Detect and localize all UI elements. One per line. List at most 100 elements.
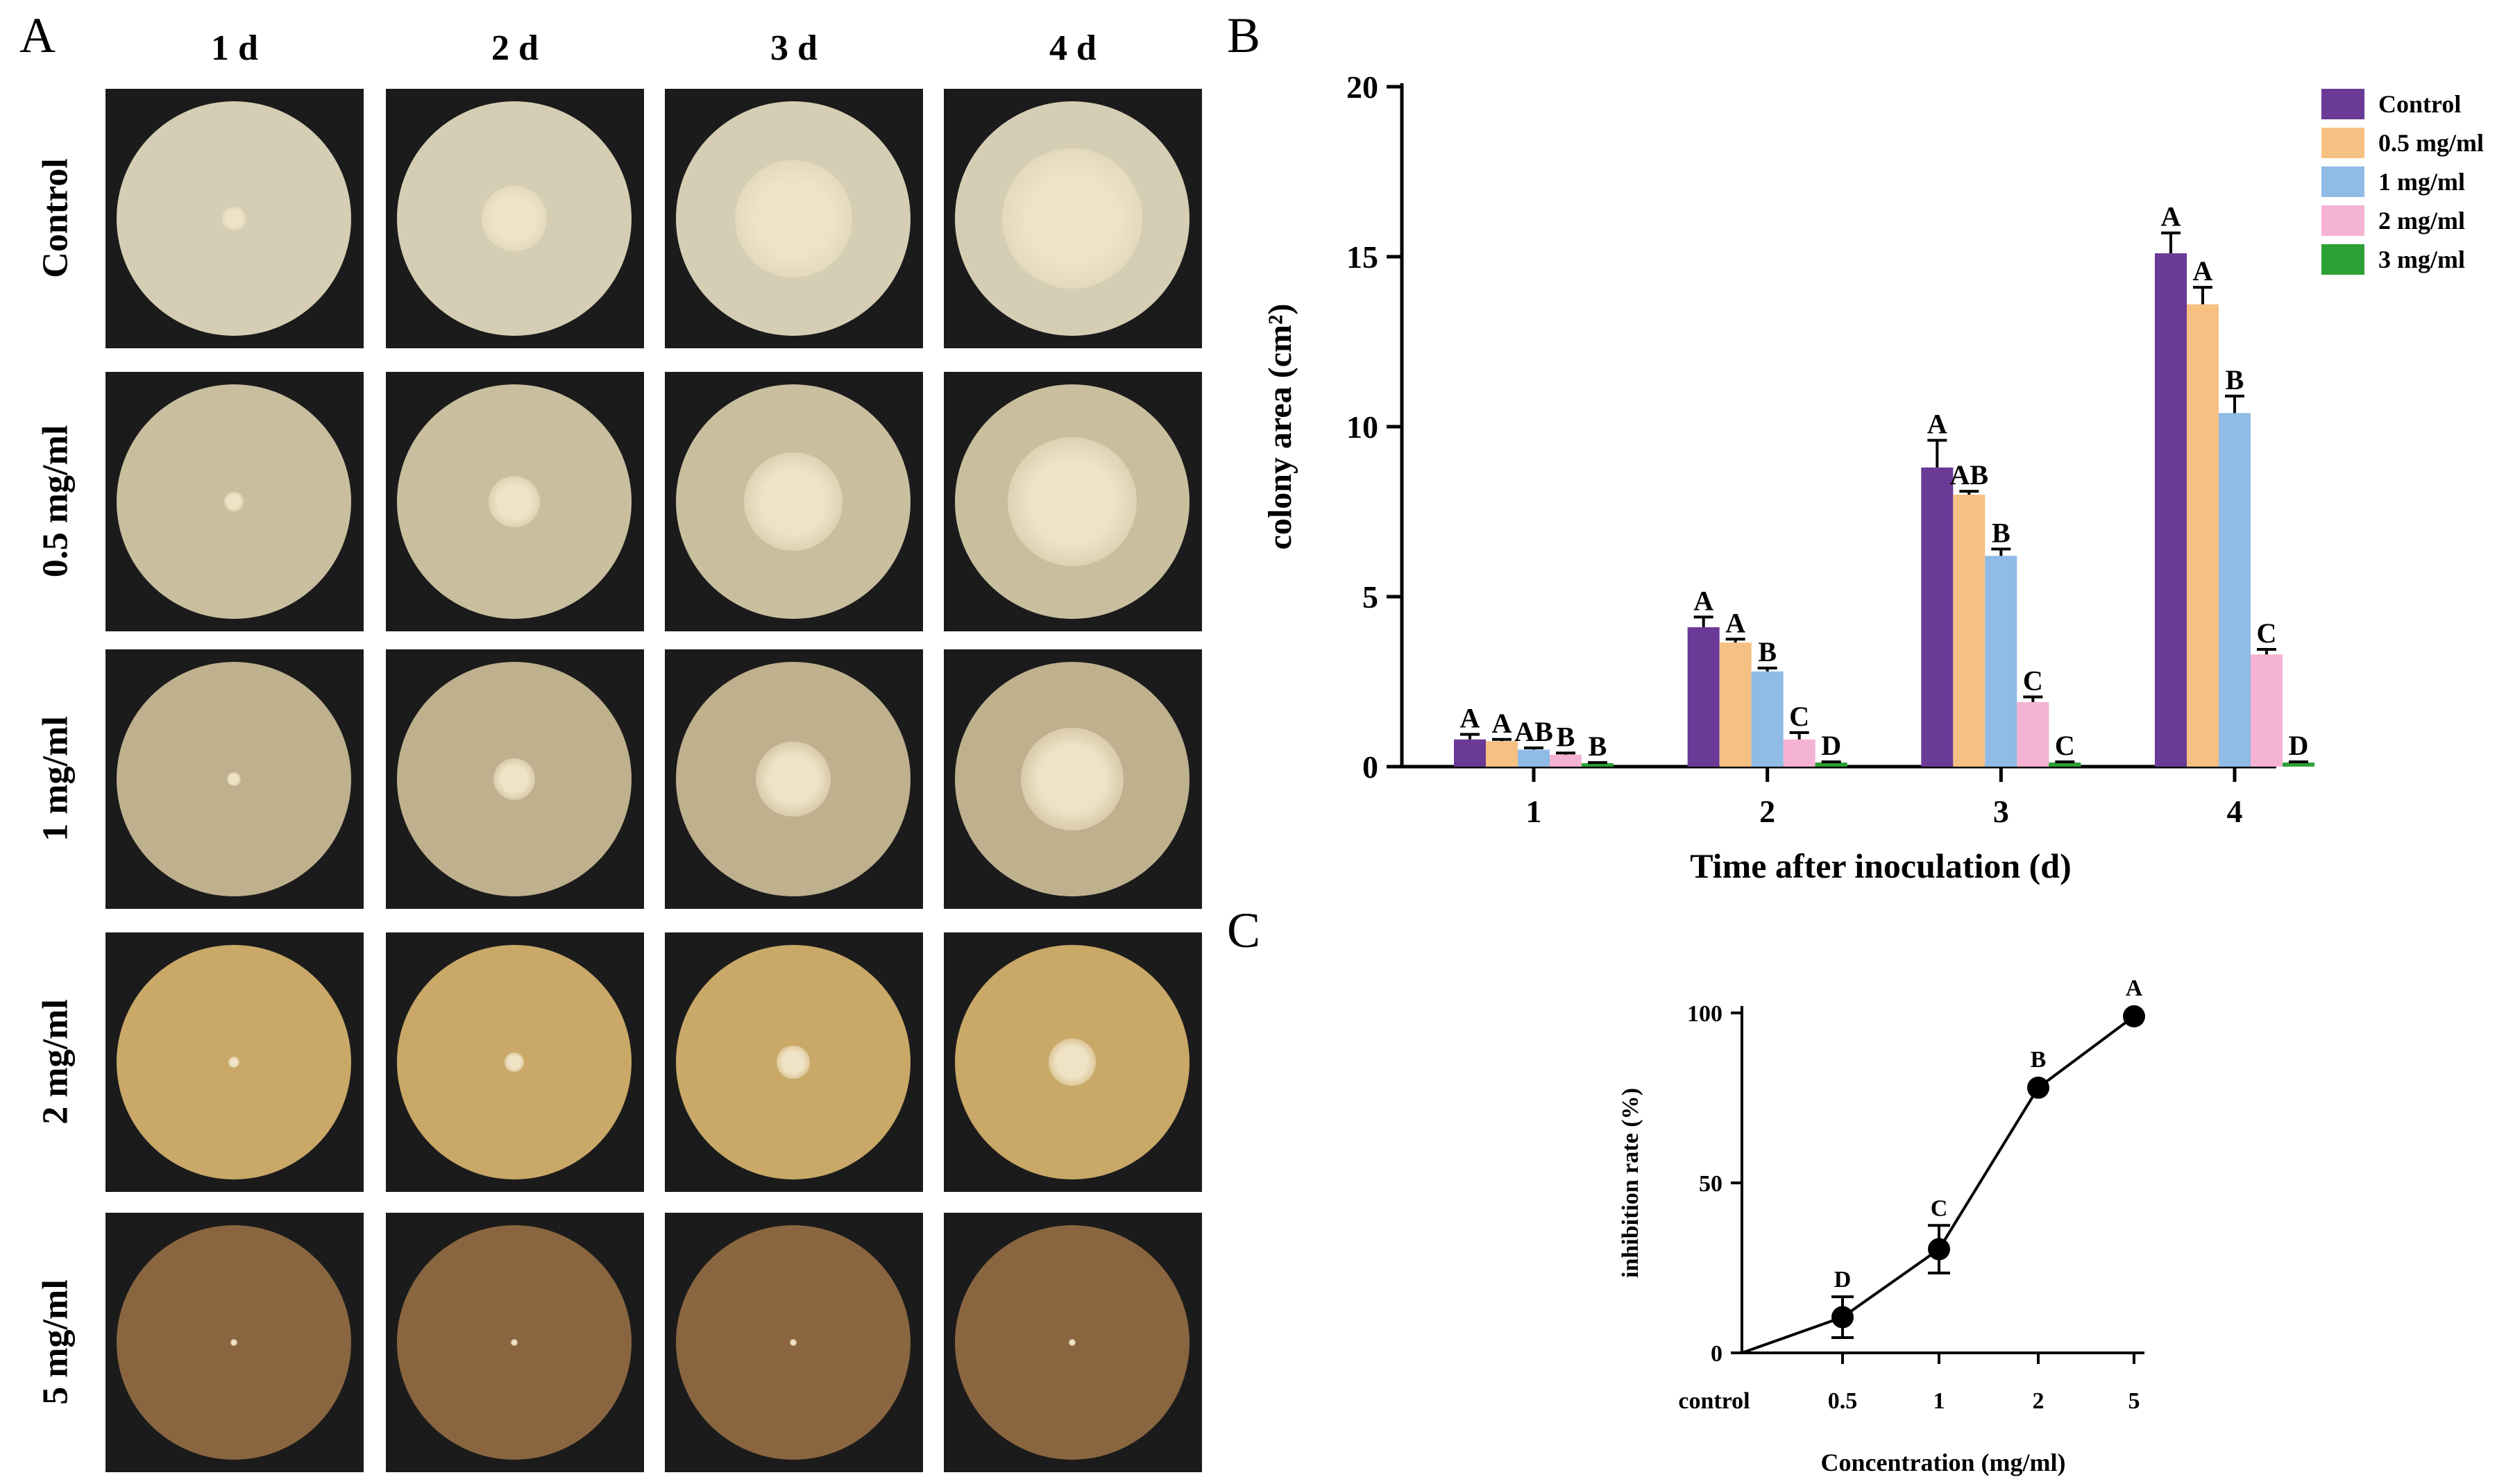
row-label: 5 mg/ml (35, 1279, 76, 1405)
significance-letter: AB (1514, 716, 1553, 747)
legend-swatch (2321, 167, 2364, 197)
y-tick-label: 15 (1346, 239, 1378, 275)
plate-photo (105, 372, 364, 631)
plate-photo (944, 932, 1202, 1192)
plate-photo (105, 89, 364, 348)
plate-photo (105, 932, 364, 1192)
y-tick-label: 20 (1346, 69, 1378, 105)
fungal-colony (777, 1046, 810, 1079)
fungal-colony (224, 492, 244, 511)
data-line (1741, 1015, 2135, 1354)
bar (1719, 642, 1752, 767)
significance-letter: A (1492, 708, 1512, 739)
bar (1518, 749, 1550, 767)
row-label: 2 mg/ml (35, 999, 76, 1125)
data-point (2027, 1076, 2049, 1099)
plate-photo (665, 89, 923, 348)
significance-letter: D (2289, 730, 2309, 761)
significance-letter: B (2226, 364, 2244, 395)
legend-label: 1 mg/ml (2378, 168, 2465, 196)
significance-letter: A (2193, 255, 2213, 287)
day-header: 1 d (211, 28, 258, 68)
fungal-colony (1069, 1339, 1076, 1346)
plate-photo (665, 649, 923, 909)
fungal-colony (481, 185, 548, 252)
panel-letter-b: B (1227, 8, 1261, 63)
x-tick-label: 2 (1759, 794, 1775, 829)
day-header: 2 d (491, 28, 539, 68)
x-tick-label: 1 (1933, 1388, 1945, 1414)
significance-letter: A (1460, 702, 1480, 733)
x-tick-label: 3 (1993, 794, 2009, 829)
legend-label: 2 mg/ml (2378, 207, 2465, 234)
y-axis-label: colony area (cm²) (1262, 304, 1298, 550)
x-tick-label: 2 (2033, 1388, 2044, 1414)
bar (2049, 762, 2081, 767)
y-tick-label: 10 (1346, 409, 1378, 445)
bar (2155, 253, 2187, 767)
plate-photo (944, 89, 1202, 348)
significance-letter: A (2161, 201, 2181, 232)
fungal-colony (493, 758, 536, 801)
significance-letter: A (1693, 585, 1713, 616)
plate-photo (386, 649, 644, 909)
plate-photo (944, 372, 1202, 631)
bar (1582, 763, 1614, 767)
plate-photo (665, 932, 923, 1192)
x-axis-label: Time after inoculation (d) (1690, 846, 2072, 885)
fungal-colony (1008, 437, 1137, 566)
bar (1921, 467, 1954, 767)
fungal-colony (226, 771, 242, 787)
significance-letter: A (2126, 975, 2143, 1001)
panel-letter-a: A (19, 8, 56, 63)
plate-photo (665, 1213, 923, 1472)
y-tick-label: 0 (1711, 1341, 1722, 1367)
bar (1953, 495, 1986, 767)
significance-letter: B (1758, 636, 1777, 667)
fungal-colony (511, 1339, 518, 1346)
significance-letter: A (1725, 607, 1745, 638)
legend-swatch (2321, 244, 2364, 275)
bar (1687, 627, 1720, 767)
panel-letter-c: C (1227, 903, 1261, 958)
data-point (1831, 1306, 1854, 1329)
fungal-colony (230, 1339, 237, 1346)
bar (2017, 701, 2049, 767)
x-tick-label: 5 (2128, 1388, 2140, 1414)
x-axis-label: Concentration (mg/ml) (1821, 1449, 2066, 1476)
fungal-colony (1049, 1039, 1096, 1086)
significance-letter: B (2031, 1047, 2047, 1073)
significance-letter: C (2023, 665, 2043, 697)
significance-letter: B (1589, 731, 1607, 762)
bar (1815, 762, 1847, 767)
fungal-colony (1001, 148, 1143, 289)
fungal-colony (755, 741, 831, 817)
x-tick-label: control (1678, 1388, 1750, 1414)
day-header: 3 d (770, 28, 818, 68)
day-header: 4 d (1049, 28, 1097, 68)
legend-swatch (2321, 205, 2364, 236)
significance-letter: AB (1950, 459, 1989, 491)
bar (2219, 413, 2251, 767)
plate-photo (386, 372, 644, 631)
legend-label: 0.5 mg/ml (2378, 129, 2484, 157)
significance-letter: C (1789, 701, 1809, 732)
fungal-colony (222, 207, 246, 230)
significance-letter: D (1821, 730, 1841, 761)
bar (1550, 754, 1582, 767)
bar (2251, 654, 2283, 767)
fungal-colony (734, 160, 852, 278)
inhibition-rate-line-chart: 0 50 100 inhibition rate (%) control 0.5 1 2 5 Co… (1618, 975, 2145, 1476)
bar (1985, 556, 2017, 767)
significance-letter: B (1992, 517, 2010, 548)
plate-photo (944, 1213, 1202, 1472)
bar (1486, 741, 1518, 767)
fungal-colony (488, 475, 541, 528)
data-point (2123, 1005, 2145, 1027)
fungal-colony (228, 1056, 240, 1068)
plate-photo (944, 649, 1202, 909)
fungal-colony (1020, 727, 1124, 831)
bar (2283, 762, 2314, 767)
significance-letter: C (2257, 617, 2277, 649)
x-tick-label: 1 (1526, 794, 1542, 829)
